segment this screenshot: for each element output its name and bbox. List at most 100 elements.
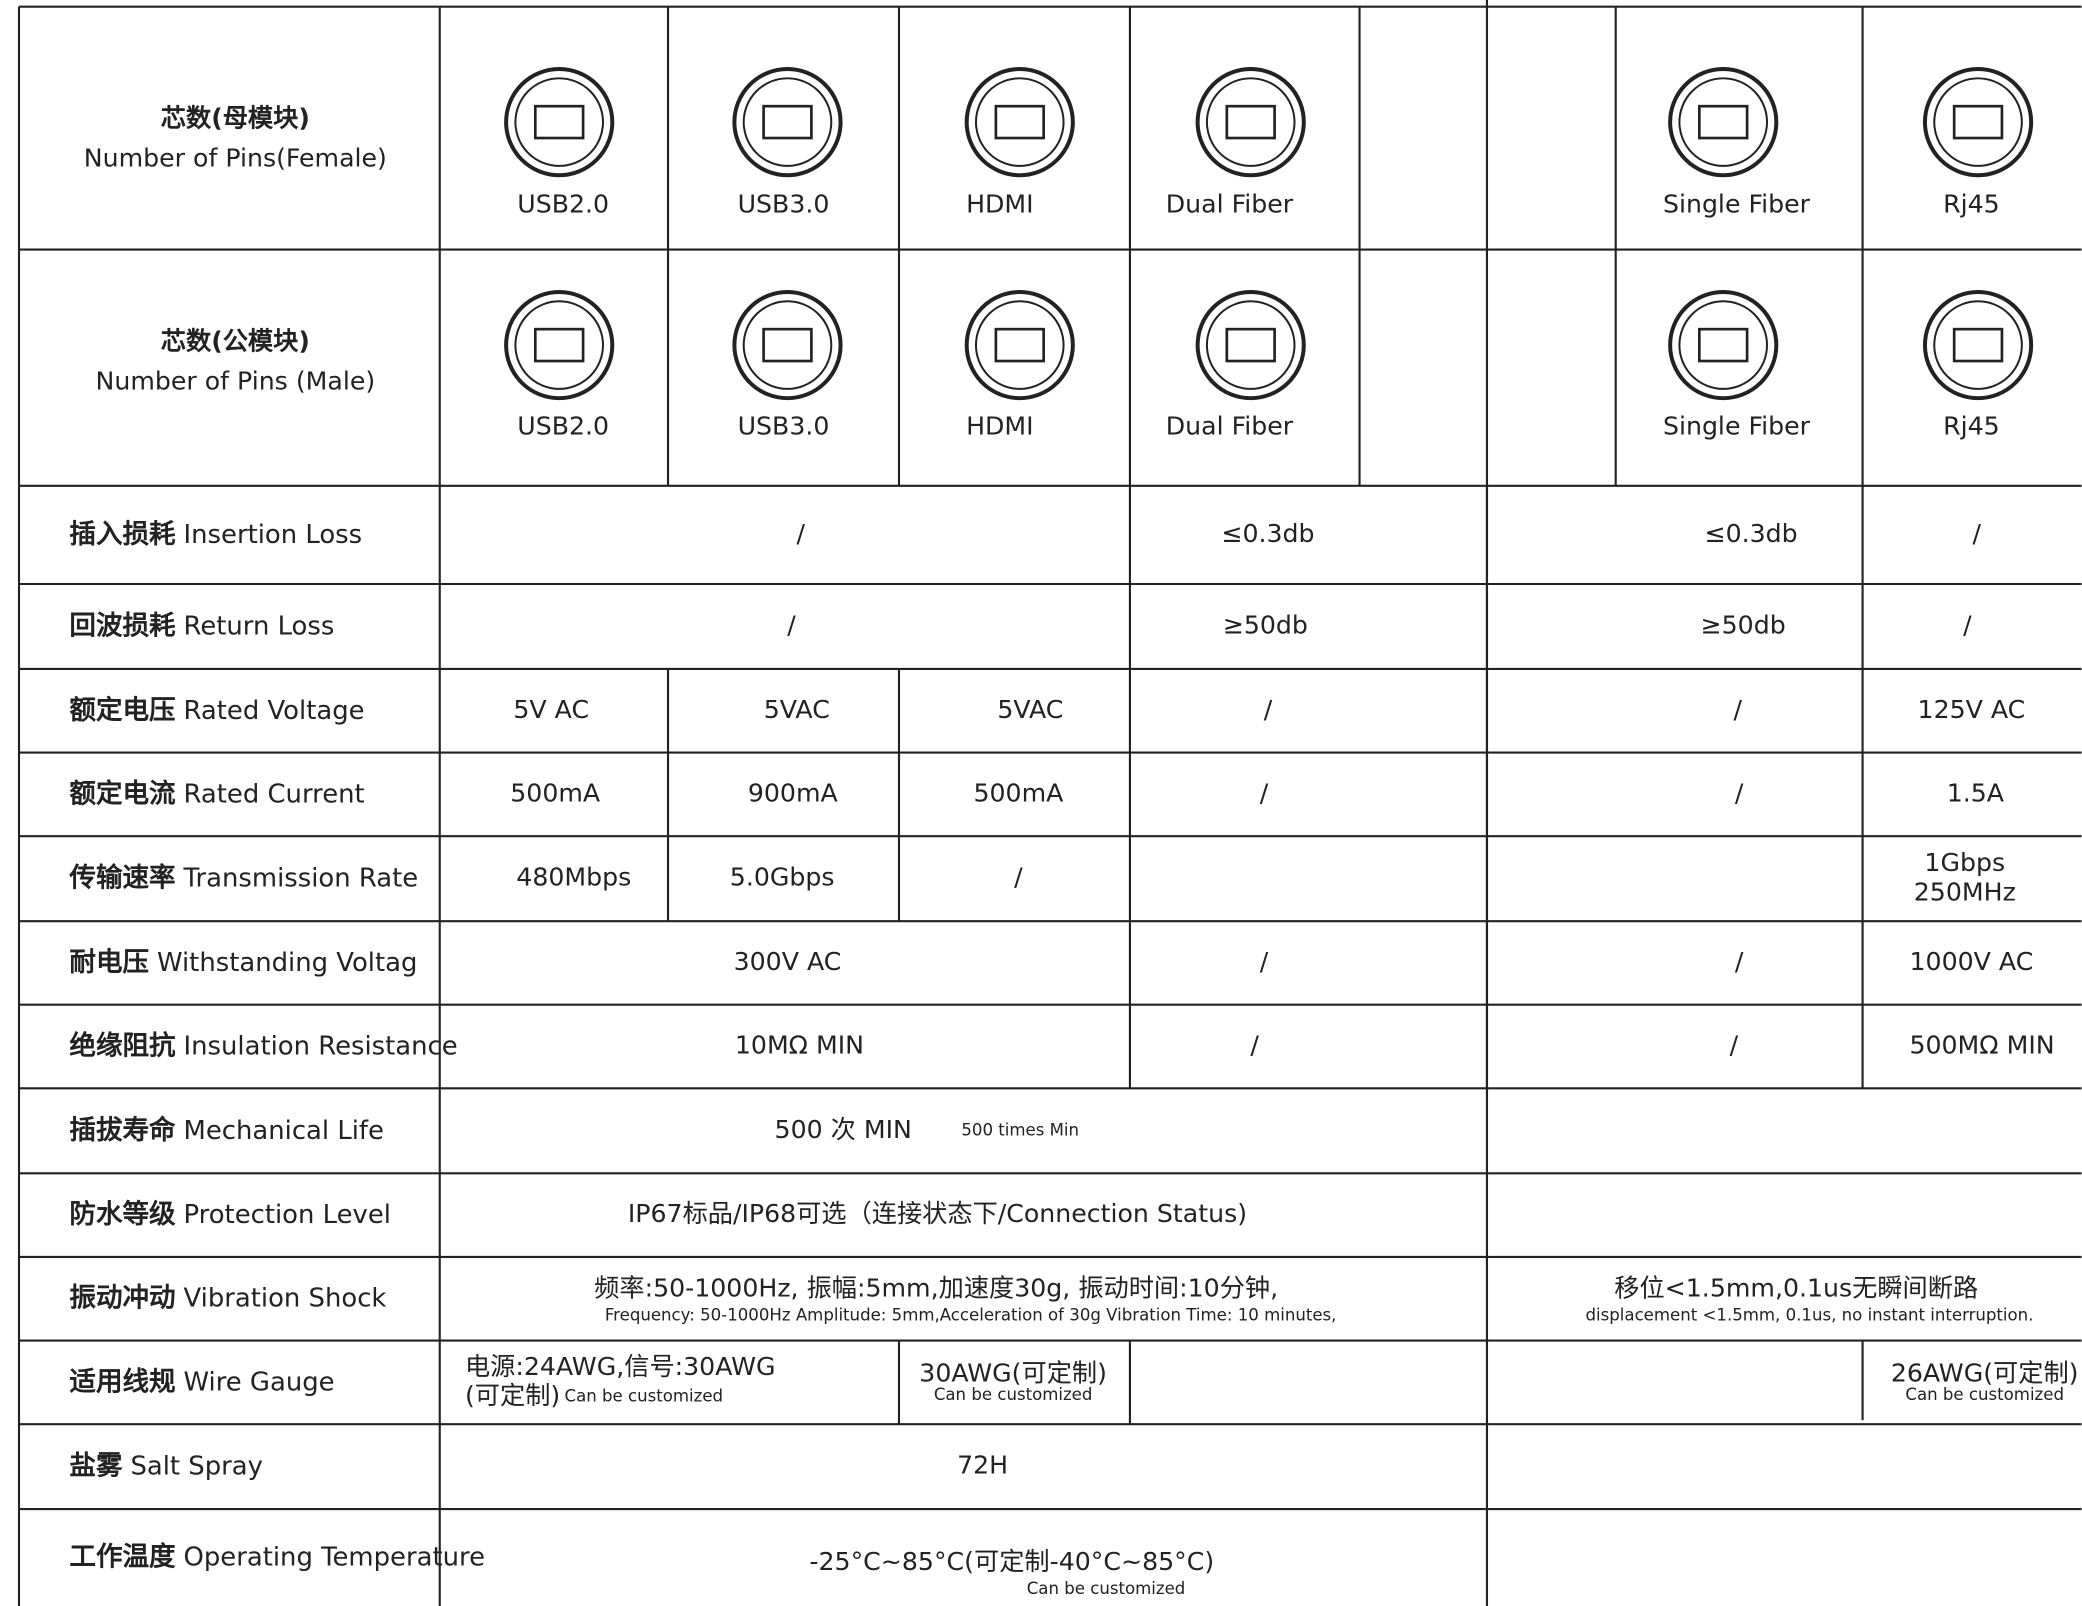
row-label: 盐雾 Salt Spray — [69, 1450, 263, 1481]
header-label-en: Number of Pins (Male) — [96, 366, 376, 395]
cell-text: / — [787, 610, 796, 639]
connector-icon-inner — [514, 300, 604, 390]
row-label-zh: 耐电压 — [69, 946, 149, 977]
row-label-en: Rated Current — [184, 779, 365, 809]
row-label-en: Operating Temperature — [184, 1542, 486, 1572]
cell-text: / — [1972, 519, 1981, 548]
connector-icon-port — [1225, 104, 1276, 140]
cell-text: 1Gbps — [1924, 848, 2005, 877]
row-label-zh: 盐雾 — [69, 1450, 123, 1481]
connector-icon — [1668, 290, 1779, 401]
connector-icon-port — [994, 327, 1045, 363]
row-label-en: Transmission Rate — [183, 863, 419, 893]
cell-note: 500 times Min — [961, 1120, 1079, 1139]
connector-icon-port — [762, 327, 813, 363]
connector-icon-port — [533, 327, 585, 363]
cell-note: displacement <1.5mm, 0.1us, no instant i… — [1586, 1305, 2034, 1324]
cell-text: ≥50db — [1701, 610, 1786, 639]
connector-icon-inner — [1933, 300, 2023, 390]
connector-icon-inner — [1205, 300, 1296, 390]
connector-name: Rj45 — [1943, 190, 2000, 219]
connector-name: Single Fiber — [1663, 411, 1811, 440]
row-label: 防水等级 Protection Level — [69, 1199, 391, 1230]
cell-text: 500 次 MIN — [775, 1115, 912, 1144]
cell-text: 500mA — [973, 778, 1064, 807]
cell-text: 频率:50-1000Hz, 振幅:5mm,加速度30g, 振动时间:10分钟, — [594, 1273, 1278, 1302]
row-label-zh: 防水等级 — [69, 1199, 176, 1230]
cell-text: / — [1260, 778, 1269, 807]
cell-text: 1.5A — [1947, 778, 2005, 807]
connector-name: Single Fiber — [1663, 190, 1811, 219]
connector-name: USB2.0 — [517, 190, 609, 219]
connector-icon-inner — [1678, 300, 1769, 390]
row-label-en: Rated Voltage — [184, 695, 365, 725]
cell-text: 500MΩ MIN — [1909, 1031, 2054, 1060]
row-label-en: Mechanical Life — [184, 1115, 384, 1145]
connector-icon-port — [994, 104, 1045, 140]
cell-text: 26AWG(可定制) — [1891, 1358, 2079, 1387]
connector-name: HDMI — [966, 190, 1034, 219]
connector-icon — [1668, 67, 1779, 178]
row-label: 插入损耗 Insertion Loss — [69, 518, 362, 549]
cell-text: ≥50db — [1223, 610, 1308, 639]
connector-icon — [1195, 290, 1306, 401]
row-label-en: Salt Spray — [130, 1451, 263, 1481]
connector-name: USB3.0 — [738, 190, 830, 219]
connector-icon-port — [1698, 327, 1749, 363]
cell-text: / — [1735, 947, 1744, 976]
cell-text: / — [1264, 695, 1273, 724]
connector-icon-inner — [742, 77, 833, 167]
row-label: 适用线规 Wire Gauge — [69, 1366, 334, 1397]
cell-text: / — [797, 519, 806, 548]
row-label-zh: 振动冲动 — [69, 1282, 175, 1313]
row-label-en: Insertion Loss — [184, 519, 363, 549]
cell-text: 480Mbps — [516, 863, 631, 892]
row-label-zh: 绝缘阻抗 — [69, 1030, 176, 1061]
connector-icon — [504, 290, 615, 401]
row-label: 振动冲动 Vibration Shock — [69, 1282, 386, 1313]
connector-icon — [732, 290, 843, 401]
cell-text: / — [1734, 695, 1743, 724]
row-label-en: Protection Level — [184, 1200, 391, 1230]
row-label-zh: 额定电压 — [69, 694, 175, 725]
connector-icon — [732, 67, 843, 178]
cell-note: Frequency: 50-1000Hz Amplitude: 5mm,Acce… — [605, 1305, 1337, 1324]
header-label-zh: 芯数(公模块) — [161, 326, 310, 355]
connector-icon-port — [1698, 104, 1749, 140]
cell-text: ≤0.3db — [1221, 519, 1314, 548]
connector-name: USB3.0 — [738, 411, 830, 440]
row-label-en: Insulation Resistance — [184, 1031, 458, 1061]
cell-text: 电源:24AWG,信号:30AWG — [465, 1352, 776, 1381]
connector-icon-port — [1952, 104, 2004, 140]
connector-icon-port — [533, 104, 585, 140]
connector-icon — [1922, 67, 2034, 178]
cell-text: 1000V AC — [1910, 947, 2034, 976]
cell-text: ≤0.3db — [1704, 519, 1797, 548]
connector-name: USB2.0 — [517, 411, 609, 440]
row-label-en: Vibration Shock — [184, 1283, 387, 1313]
cell-text: IP67标品/IP68可选（连接状态下/Connection Status) — [628, 1199, 1247, 1228]
cell-note: Can be customized — [565, 1386, 724, 1405]
cell-text: 72H — [957, 1451, 1008, 1480]
connector-icon-inner — [1933, 77, 2023, 167]
cell-text: 5VAC — [764, 695, 830, 724]
row-label: 回波损耗 Return Loss — [69, 610, 334, 641]
cell-text: / — [1260, 947, 1269, 976]
connector-icon — [1922, 290, 2034, 401]
connector-icon-inner — [1678, 77, 1769, 167]
cell-text: 5VAC — [997, 695, 1063, 724]
cell-text: 5.0Gbps — [730, 863, 835, 892]
row-label: 额定电流 Rated Current — [69, 778, 364, 809]
header-label-zh: 芯数(母模块) — [161, 103, 310, 132]
connector-name: Dual Fiber — [1166, 411, 1294, 440]
row-label: 耐电压 Withstanding Voltag — [69, 946, 417, 977]
row-label-zh: 适用线规 — [69, 1366, 175, 1397]
row-label: 工作温度 Operating Temperature — [69, 1541, 485, 1572]
cell-text: 125V AC — [1918, 695, 2026, 724]
connector-icon-inner — [1205, 77, 1296, 167]
cell-text-2: (可定制) — [465, 1381, 560, 1410]
row-label-zh: 插拔寿命 — [69, 1114, 176, 1145]
cell-text: 30AWG(可定制) — [919, 1358, 1107, 1387]
connector-name: Dual Fiber — [1166, 190, 1294, 219]
